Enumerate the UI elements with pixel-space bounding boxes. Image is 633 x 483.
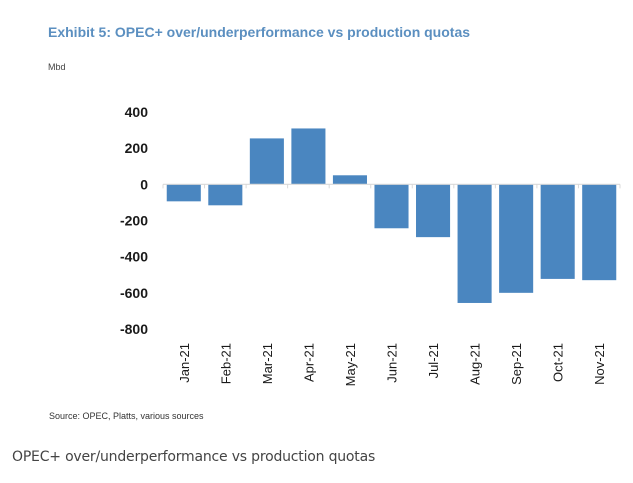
x-tick-label: May-21 (343, 343, 358, 386)
y-tick-label: 200 (125, 140, 149, 156)
x-tick-label: Oct-21 (551, 343, 566, 382)
x-tick-label: Jul-21 (426, 343, 441, 378)
bar-jul-21 (416, 184, 451, 238)
x-tick-label: Aug-21 (468, 343, 483, 385)
bar-mar-21 (249, 138, 284, 185)
y-tick-label: -600 (120, 285, 148, 301)
bar-feb-21 (208, 184, 243, 206)
bars (166, 128, 617, 303)
bar-aug-21 (457, 184, 492, 303)
x-tick-label: Jun-21 (385, 343, 400, 383)
chart-title: Exhibit 5: OPEC+ over/underperformance v… (48, 24, 471, 40)
bar-nov-21 (582, 184, 617, 281)
bar-sep-21 (499, 184, 534, 293)
bar-jan-21 (166, 184, 201, 202)
x-tick-label: Jan-21 (177, 343, 192, 383)
bar-oct-21 (540, 184, 575, 279)
x-axis (162, 183, 621, 189)
bar-may-21 (332, 175, 367, 185)
y-axis-ticks: 400 200 0 -200 -400 -600 -800 (120, 104, 148, 337)
source-note: Source: OPEC, Platts, various sources (49, 411, 204, 421)
x-tick-label: Mar-21 (260, 343, 275, 384)
x-tick-label: Nov-21 (592, 343, 607, 385)
figure-caption: OPEC+ over/underperformance vs productio… (12, 449, 376, 465)
y-tick-label: -400 (120, 249, 148, 265)
y-tick-label: 0 (140, 176, 148, 192)
x-tick-label: Feb-21 (218, 343, 233, 384)
x-axis-labels: Jan-21 Feb-21 Mar-21 Apr-21 May-21 Jun-21 Jul-… (177, 343, 607, 386)
y-tick-label: 400 (125, 104, 149, 120)
bar-apr-21 (291, 128, 326, 185)
x-tick-label: Apr-21 (301, 343, 316, 382)
y-tick-label: -200 (120, 213, 148, 229)
x-tick-label: Sep-21 (509, 343, 524, 385)
y-tick-label: -800 (120, 321, 148, 337)
y-axis-unit-label: Mbd (48, 62, 66, 72)
bar-jun-21 (374, 184, 409, 229)
